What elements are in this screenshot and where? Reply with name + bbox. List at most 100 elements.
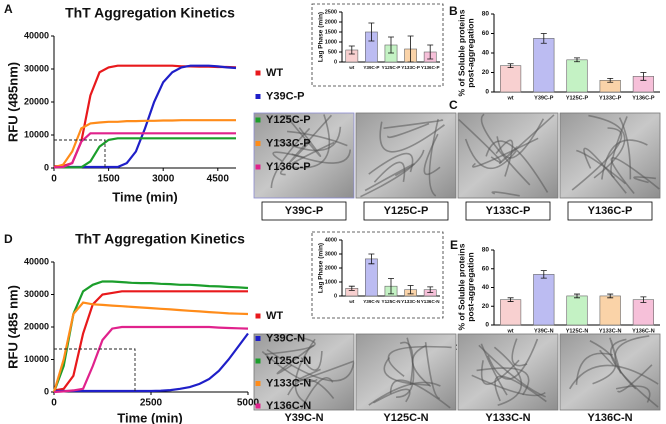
fibril bbox=[618, 117, 632, 180]
y-tick-label: 0 bbox=[485, 322, 489, 329]
legend-label: WT bbox=[266, 310, 283, 322]
panel-letter: C bbox=[449, 98, 458, 112]
series-line bbox=[54, 137, 236, 169]
inset-frame bbox=[311, 3, 444, 87]
label-box bbox=[465, 201, 551, 221]
micrograph-label: Y133C-P bbox=[486, 205, 531, 217]
fibril bbox=[601, 139, 648, 180]
x-tick-label: 4500 bbox=[207, 174, 230, 185]
x-tick-label: 2500 bbox=[140, 398, 163, 409]
fibril bbox=[571, 127, 623, 191]
fibril bbox=[569, 364, 659, 390]
fibril bbox=[609, 337, 622, 374]
y-tick-label: 30000 bbox=[24, 289, 49, 299]
legend-label: Y125C-P bbox=[266, 114, 311, 126]
y-tick-label: 80 bbox=[482, 11, 490, 18]
x-tick-label: wt bbox=[507, 328, 514, 334]
y-tick-label: 4000 bbox=[325, 237, 337, 243]
y-tick-label: 0 bbox=[334, 59, 337, 65]
y-tick-label: 10000 bbox=[24, 129, 49, 139]
fibril bbox=[264, 336, 316, 356]
x-tick-label: Y136C-N bbox=[632, 328, 655, 334]
fibril bbox=[471, 374, 546, 397]
fibril bbox=[495, 139, 514, 177]
y-tick-label: 1000 bbox=[325, 39, 337, 45]
micrograph-label: Y39C-N bbox=[284, 412, 323, 424]
fibril bbox=[270, 127, 311, 189]
panel-letter: E bbox=[450, 238, 458, 252]
legend-marker bbox=[255, 381, 261, 386]
micrograph bbox=[253, 112, 355, 199]
fibril bbox=[487, 338, 539, 380]
bar bbox=[632, 299, 654, 326]
fibril bbox=[266, 348, 355, 382]
micrograph bbox=[559, 333, 661, 411]
legend-marker bbox=[255, 117, 261, 123]
legend-marker bbox=[255, 358, 261, 364]
fibril bbox=[287, 130, 348, 147]
lag-guide bbox=[54, 139, 106, 168]
error-bar bbox=[507, 63, 514, 69]
fibril bbox=[576, 149, 627, 185]
fibril bbox=[389, 379, 451, 409]
fibril bbox=[588, 114, 626, 179]
series-line bbox=[53, 132, 236, 169]
y-tick-label: 0 bbox=[44, 162, 49, 172]
error-bar bbox=[348, 45, 355, 55]
x-tick-label: Y125C-P bbox=[566, 95, 589, 101]
fibril bbox=[478, 344, 546, 398]
fibril bbox=[399, 341, 414, 386]
series-line bbox=[52, 280, 249, 393]
x-tick-label: Y136C-P bbox=[421, 65, 440, 70]
x-tick-label: 5000 bbox=[237, 398, 260, 409]
y-tick-label: 10000 bbox=[24, 354, 49, 364]
panel-letter: B bbox=[449, 4, 458, 18]
y-tick-label: 60 bbox=[482, 30, 490, 37]
inset-frame bbox=[311, 231, 444, 319]
x-tick-label: Y133C-P bbox=[401, 65, 420, 70]
fibril bbox=[387, 345, 452, 377]
x-axis-label: Time (min) bbox=[112, 189, 178, 204]
fibril bbox=[289, 114, 333, 163]
error-bar bbox=[640, 72, 647, 81]
error-bar bbox=[507, 297, 514, 302]
fibril bbox=[383, 119, 444, 130]
micrograph-label: Y133C-N bbox=[485, 412, 530, 424]
y-tick-label: 500 bbox=[328, 49, 337, 55]
legend-marker bbox=[255, 313, 261, 319]
fibril bbox=[511, 338, 528, 367]
fibril bbox=[609, 338, 659, 408]
bar bbox=[365, 258, 378, 297]
y-axis-label: post-aggregation bbox=[465, 252, 475, 321]
fibril bbox=[373, 161, 406, 183]
error-bar bbox=[574, 293, 580, 299]
y-tick-label: 20 bbox=[482, 69, 490, 76]
y-tick-label: 1000 bbox=[325, 279, 337, 285]
series-line bbox=[54, 64, 237, 169]
fibril bbox=[499, 114, 555, 164]
error-bar bbox=[607, 293, 614, 299]
fibril bbox=[411, 345, 432, 388]
micrograph-label: Y125C-N bbox=[383, 412, 428, 424]
y-axis-label: post-aggregation bbox=[465, 18, 475, 87]
micrograph bbox=[355, 333, 457, 411]
label-box bbox=[363, 201, 449, 221]
legend-marker bbox=[255, 141, 261, 146]
legend-marker bbox=[255, 94, 261, 99]
x-tick-label: wt bbox=[348, 65, 355, 70]
legend-label: Y133C-N bbox=[266, 377, 311, 389]
error-bar bbox=[407, 35, 414, 63]
bar bbox=[533, 274, 555, 326]
legend-marker bbox=[255, 70, 261, 76]
legend-marker bbox=[255, 403, 261, 409]
chart-title: ThT Aggregation Kinetics bbox=[75, 231, 245, 247]
x-tick-label: Y39C-N bbox=[534, 328, 554, 334]
error-bar bbox=[388, 36, 394, 54]
x-tick-label: 1500 bbox=[97, 174, 120, 185]
error-bar bbox=[368, 253, 375, 265]
fibril bbox=[287, 378, 335, 399]
x-tick-label: Y133C-N bbox=[599, 328, 622, 334]
x-axis-label: Time (min) bbox=[117, 410, 183, 424]
series-line bbox=[53, 325, 249, 394]
